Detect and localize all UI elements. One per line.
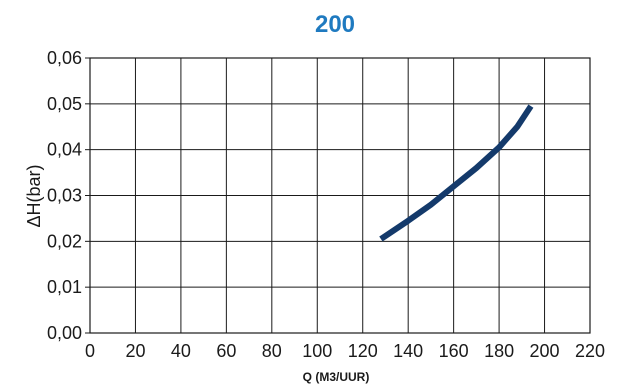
y-tick-label: 0,05	[47, 94, 82, 114]
y-tick-label: 0,02	[47, 231, 82, 251]
y-tick-label: 0,03	[47, 186, 82, 206]
x-tick-label: 0	[85, 341, 95, 361]
y-axis-label: ΔH(bar)	[24, 164, 44, 227]
x-tick-label: 20	[125, 341, 145, 361]
y-tick-label: 0,04	[47, 140, 82, 160]
y-tick-label: 0,00	[47, 323, 82, 343]
y-tick-label: 0,06	[47, 48, 82, 68]
grid	[85, 57, 591, 334]
series-line	[379, 104, 534, 242]
y-axis-ticks: 0,00 0,01 0,02 0,03 0,04 0,05 0,06	[47, 48, 82, 343]
x-tick-label: 100	[302, 341, 332, 361]
x-tick-label: 60	[216, 341, 236, 361]
x-tick-label: 220	[575, 341, 605, 361]
x-axis-ticks: 0 20 40 60 80 100 120 140 160 180 200 220	[85, 341, 605, 361]
x-tick-label: 180	[484, 341, 514, 361]
y-tick-label: 0,01	[47, 277, 82, 297]
x-tick-label: 120	[348, 341, 378, 361]
series-layer	[379, 104, 534, 242]
x-axis-label: Q (M3/UUR)	[303, 370, 370, 384]
x-tick-label: 200	[530, 341, 560, 361]
x-tick-label: 40	[171, 341, 191, 361]
x-tick-label: 140	[393, 341, 423, 361]
chart-title: 200	[315, 11, 355, 38]
x-tick-label: 80	[262, 341, 282, 361]
x-tick-label: 160	[439, 341, 469, 361]
